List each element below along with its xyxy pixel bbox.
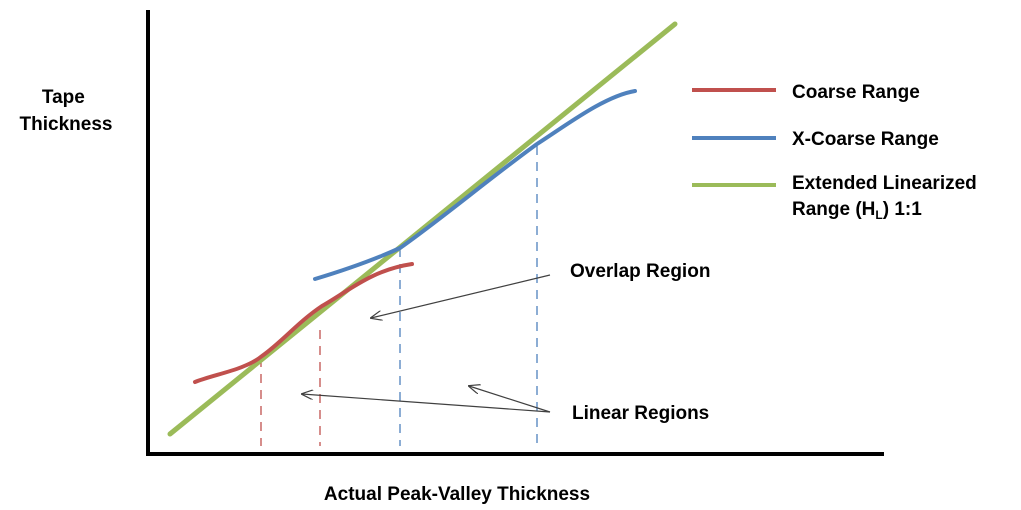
linear-regions-arrow-right: [469, 386, 551, 413]
extended-linearized-line: [167, 21, 678, 437]
legend-linearized-label-line2: Range (HL) 1:1: [792, 199, 922, 222]
y-axis-label: Tape Thickness: [20, 87, 113, 135]
overlap-region-arrow: [371, 274, 551, 318]
linear-regions-arrow-left: [302, 394, 551, 413]
linear-regions-label: Linear Regions: [572, 403, 709, 424]
x-axis-label: Actual Peak-Valley Thickness: [324, 484, 590, 505]
overlap-region-label: Overlap Region: [570, 261, 710, 282]
legend-coarse-label: Coarse Range: [792, 82, 920, 103]
legend-linearized-label-line1: Extended Linearized: [792, 173, 977, 194]
legend-xcoarse-label: X-Coarse Range: [792, 129, 939, 150]
x-coarse-range-curve: [313, 89, 637, 281]
coarse-range-curve: [193, 262, 414, 384]
